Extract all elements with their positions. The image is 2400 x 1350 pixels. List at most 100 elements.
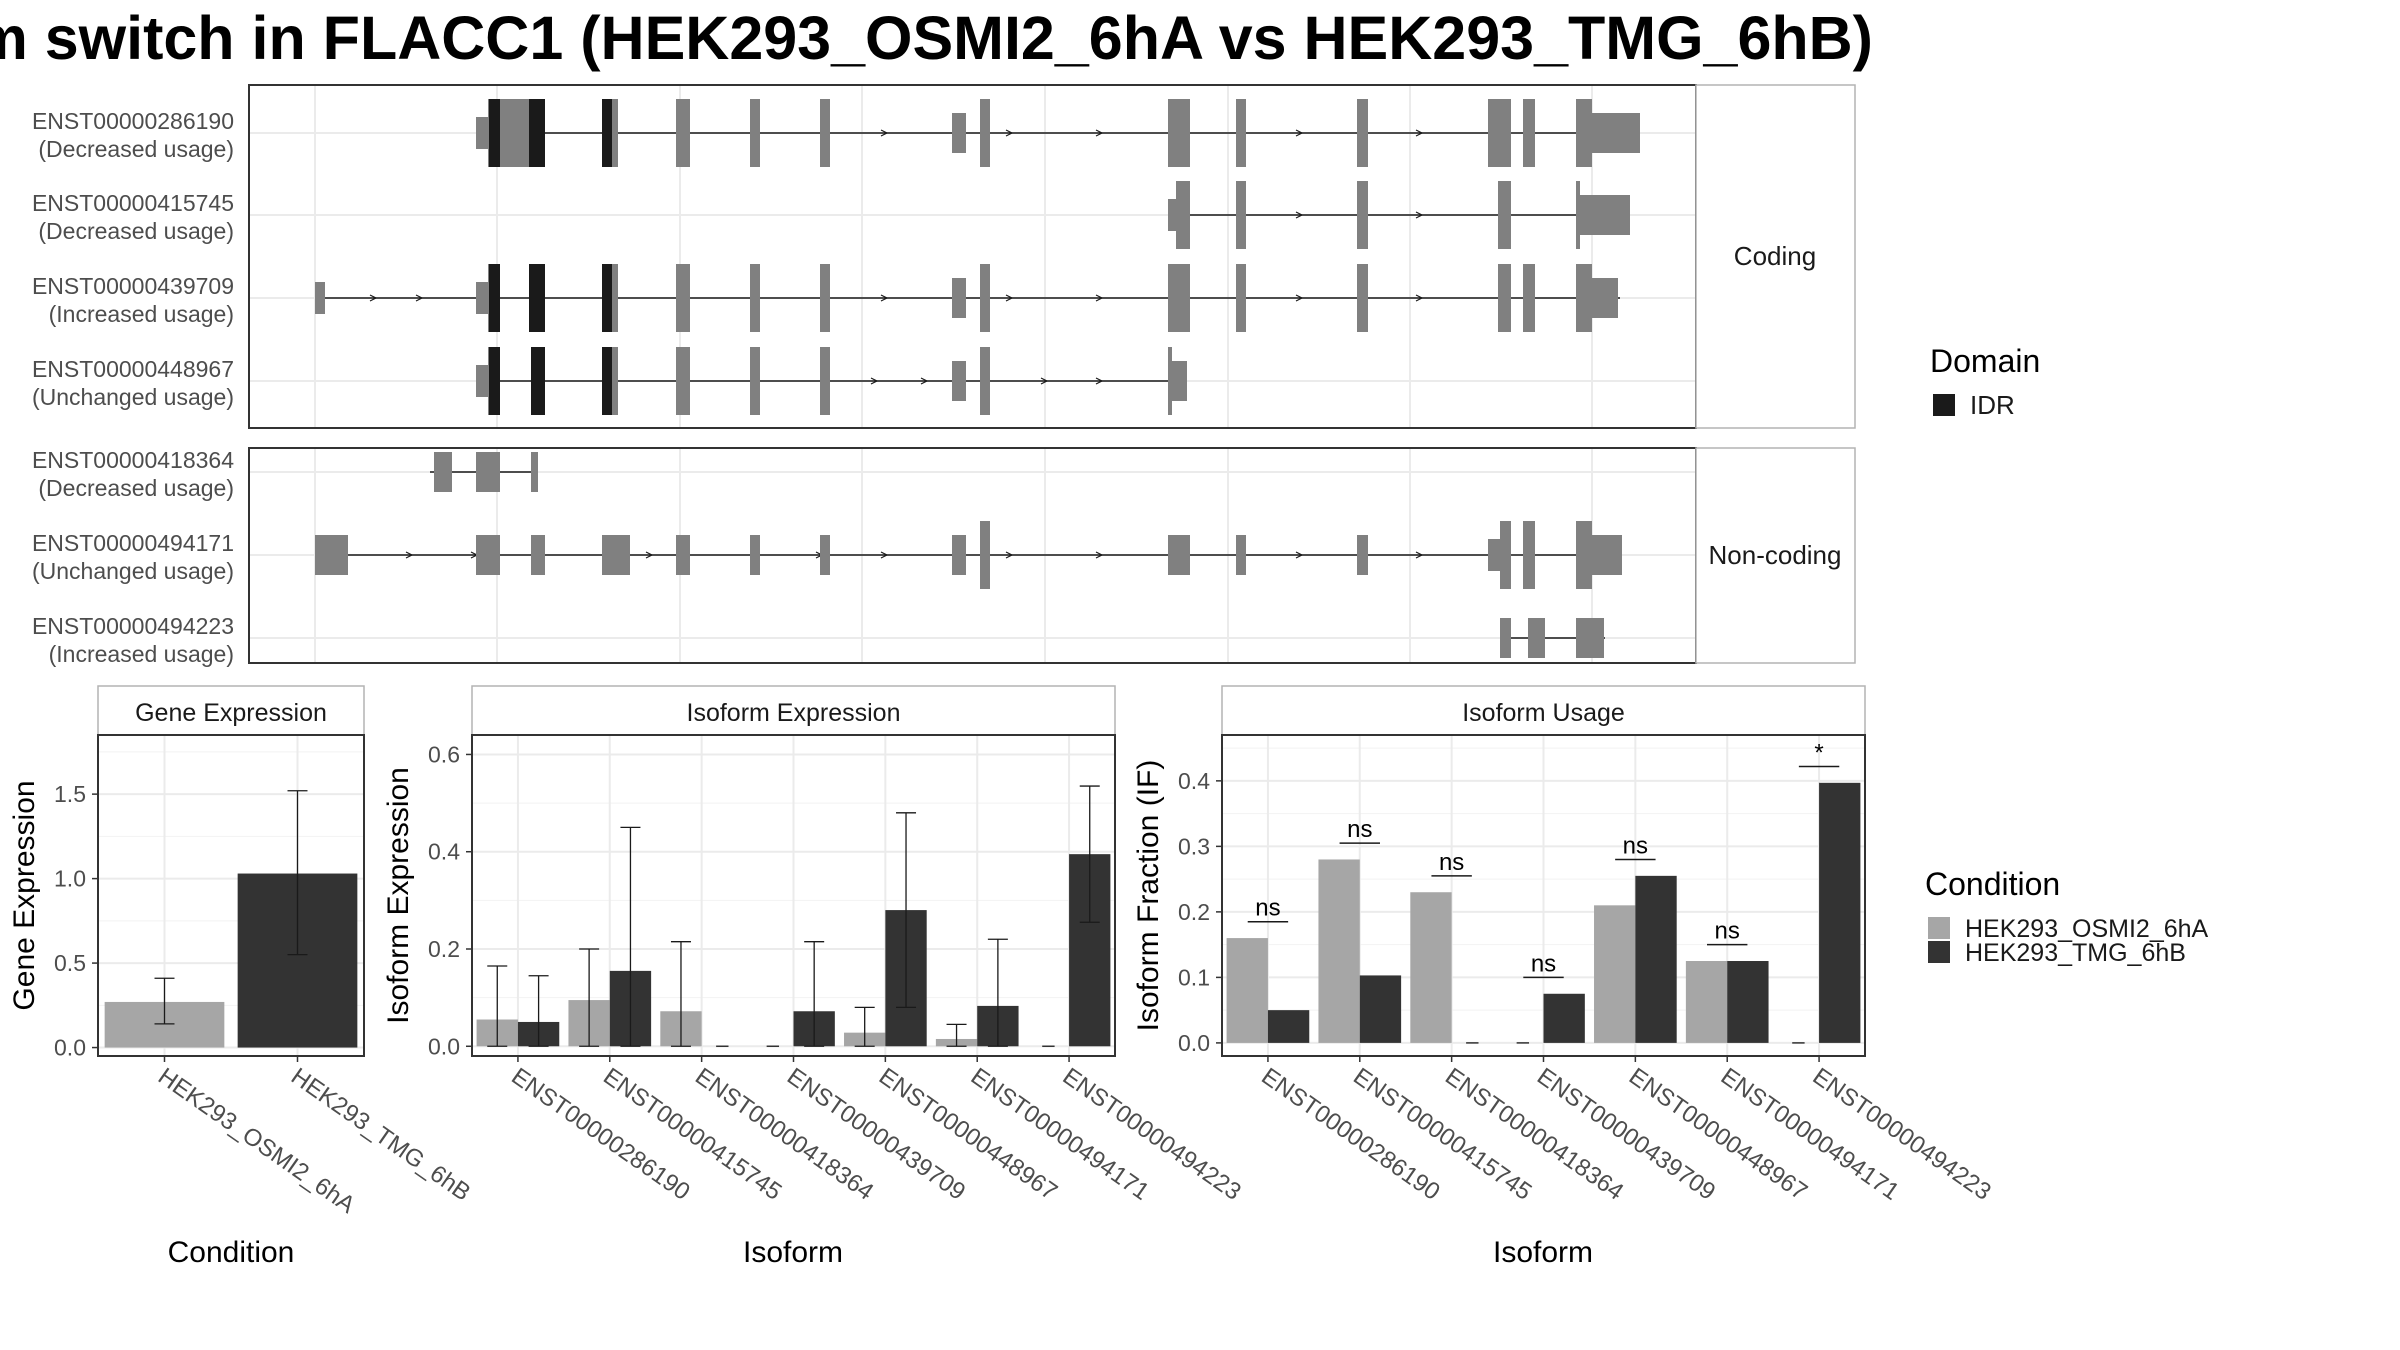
- strand-arrow: [880, 294, 889, 302]
- condition-legend-label-1: HEK293_OSMI2_6hA: [1965, 915, 2209, 943]
- y-tick-label: 0.0: [54, 1035, 86, 1061]
- exon: [820, 99, 830, 167]
- x-axis-title: Isoform: [1493, 1236, 1593, 1269]
- transcript-id-label: ENST00000286190: [32, 108, 234, 134]
- exon: [476, 365, 488, 397]
- exon: [676, 264, 690, 332]
- domain-legend-swatch-idr: [1933, 394, 1955, 416]
- strand-arrow: [1095, 551, 1104, 559]
- strand-arrow: [880, 129, 889, 137]
- chart-strip-title: Isoform Expression: [687, 699, 901, 727]
- figure-title: Gene isoform switch in FLACC1 (HEK293_OS…: [0, 4, 1873, 72]
- significance-label: ns: [1531, 950, 1556, 977]
- idr-domain: [602, 99, 612, 167]
- y-tick-label: 0.2: [1178, 899, 1210, 925]
- bar: [1267, 1010, 1310, 1043]
- exon: [1576, 618, 1604, 658]
- transcript-status-label: (Increased usage): [49, 301, 234, 327]
- y-axis-title: Isoform Fraction (IF): [1132, 760, 1165, 1032]
- condition-legend-swatch-1: [1928, 917, 1950, 939]
- transcript-labels: ENST00000286190(Decreased usage)ENST0000…: [32, 108, 234, 667]
- idr-domain: [489, 347, 500, 415]
- exon: [980, 521, 990, 589]
- significance-label: ns: [1347, 816, 1372, 843]
- exon: [1523, 99, 1535, 167]
- strand-arrow: [405, 551, 414, 559]
- transcript-track: [315, 521, 1622, 589]
- transcript-status-label: (Unchanged usage): [32, 558, 234, 584]
- bar: [1543, 993, 1585, 1043]
- domain-legend: Domain IDR: [1930, 343, 2040, 420]
- strand-arrow: [1005, 129, 1014, 137]
- facet-strip: [471, 685, 1116, 736]
- exon: [1523, 521, 1535, 589]
- exon: [1176, 181, 1190, 249]
- exon: [1500, 521, 1511, 589]
- exon: [1498, 264, 1511, 332]
- exon: [1236, 99, 1246, 167]
- exon: [500, 99, 531, 167]
- exon: [952, 535, 966, 575]
- condition-legend-title: Condition: [1925, 866, 2060, 902]
- transcript-status-label: (Decreased usage): [38, 475, 234, 501]
- exon: [1236, 264, 1246, 332]
- transcript-id-label: ENST00000494223: [32, 613, 234, 639]
- strand-arrow: [1005, 551, 1014, 559]
- y-axis-title: Isoform Expression: [382, 767, 415, 1024]
- bar: [1819, 782, 1861, 1043]
- idr-domain: [602, 264, 612, 332]
- significance-label: ns: [1715, 918, 1740, 945]
- exon: [676, 99, 690, 167]
- y-tick-label: 0.1: [1178, 964, 1210, 990]
- significance-label: ns: [1255, 895, 1280, 922]
- y-axis-title: Gene Expression: [8, 780, 41, 1010]
- significance-label: ns: [1623, 832, 1648, 859]
- transcript-track: [1500, 618, 1605, 658]
- y-tick-label: 0.2: [428, 936, 460, 962]
- y-tick-label: 0.5: [54, 950, 86, 976]
- transcript-track: [476, 347, 1187, 415]
- exon: [476, 282, 488, 314]
- exon: [1357, 99, 1368, 167]
- exon: [1357, 535, 1368, 575]
- exon: [1172, 361, 1187, 401]
- exon: [750, 264, 760, 332]
- exon: [476, 452, 500, 492]
- exon: [434, 452, 452, 492]
- exon: [602, 535, 630, 575]
- transcript-track: [430, 452, 538, 492]
- exon: [750, 347, 760, 415]
- exon: [1592, 278, 1618, 318]
- strand-arrow: [1415, 294, 1424, 302]
- exon: [1498, 181, 1511, 249]
- strand-arrow: [1095, 377, 1104, 385]
- exon: [1576, 99, 1592, 167]
- transcript-status-label: (Decreased usage): [38, 136, 234, 162]
- y-tick-label: 0.4: [428, 839, 460, 865]
- strand-arrow: [870, 377, 879, 385]
- transcript-id-label: ENST00000418364: [32, 447, 234, 473]
- transcript-id-label: ENST00000494171: [32, 530, 234, 556]
- exon: [531, 452, 538, 492]
- structure-tracks: [315, 99, 1640, 658]
- x-axis-title: Isoform: [743, 1236, 843, 1269]
- bar: [1359, 975, 1402, 1043]
- y-tick-label: 1.0: [54, 866, 86, 892]
- idr-domain: [529, 99, 545, 167]
- transcript-id-label: ENST00000415745: [32, 190, 234, 216]
- bar: [1410, 892, 1452, 1043]
- exon: [952, 113, 966, 153]
- exon: [1168, 347, 1172, 415]
- exon: [1528, 618, 1545, 658]
- facet-strip-noncoding: Non-coding: [1709, 540, 1842, 570]
- y-tick-label: 0.4: [1178, 768, 1210, 794]
- chart-isoform-usage: Isoform Usage 0.0 0.1 0.2 0.3 0.4 ns ns ns ns ns ns…: [1132, 685, 1996, 1269]
- strand-arrow: [920, 377, 929, 385]
- exon: [1357, 181, 1368, 249]
- exon: [1580, 195, 1630, 235]
- strand-arrow: [1005, 294, 1014, 302]
- exon: [1592, 535, 1622, 575]
- exon: [1488, 539, 1500, 571]
- strand-arrow: [1415, 551, 1424, 559]
- y-tick-label: 0.6: [428, 741, 460, 767]
